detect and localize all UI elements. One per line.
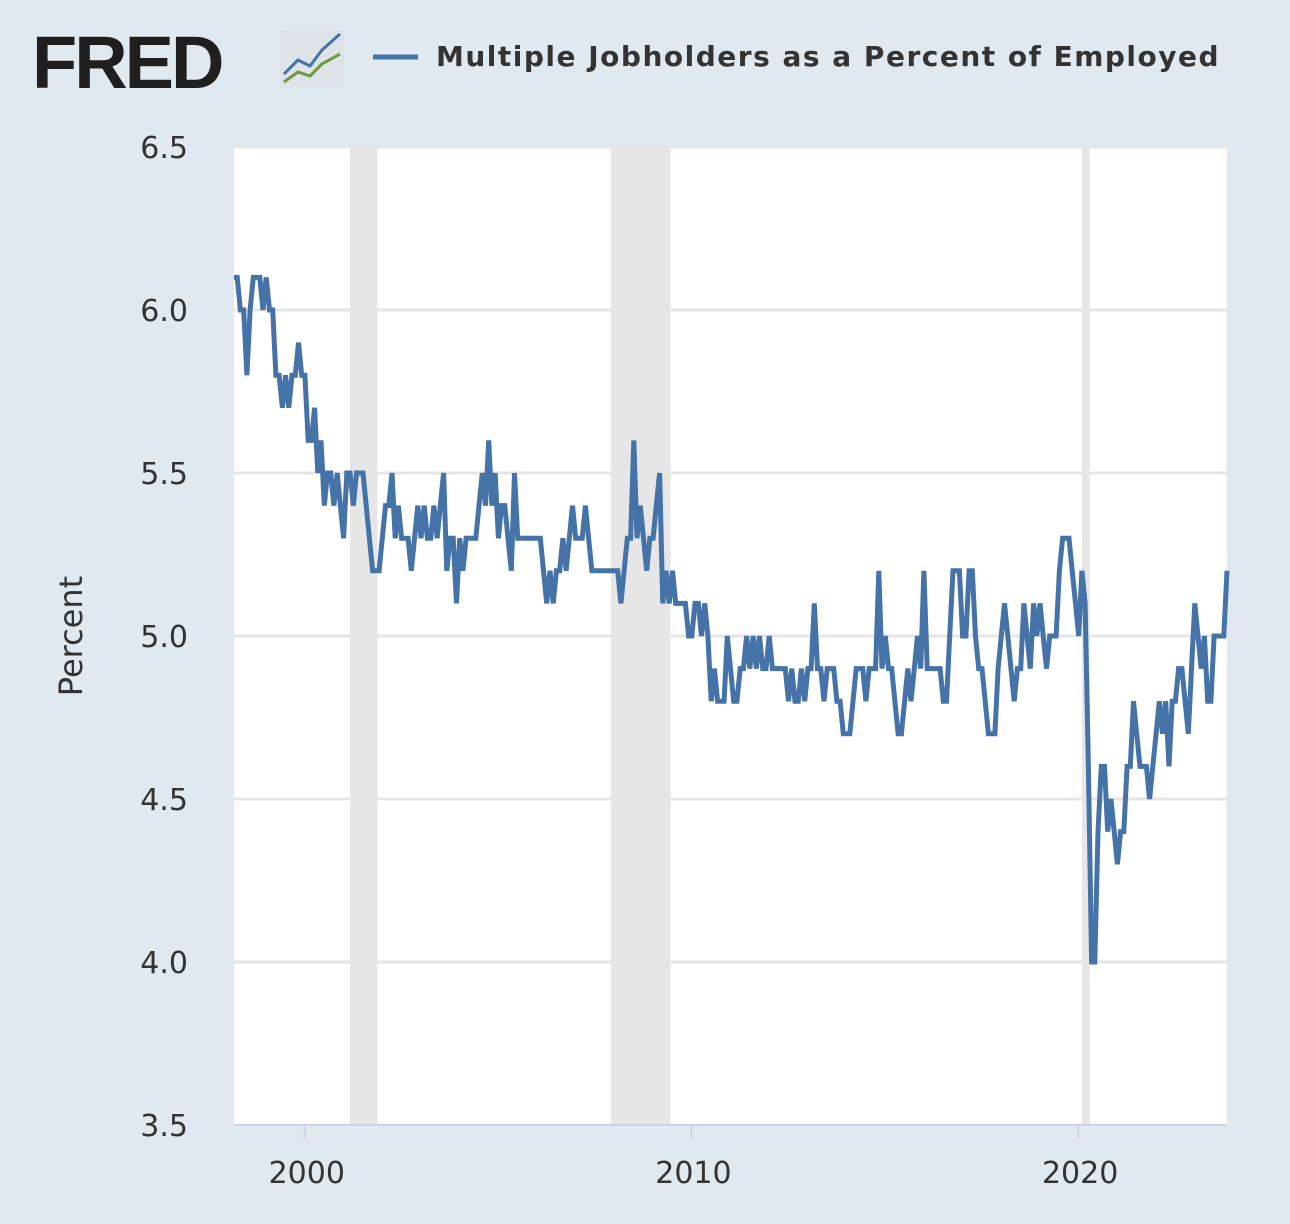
fred-logo-text: FRED: [32, 21, 222, 104]
x-tick-label: 2000: [269, 1156, 345, 1191]
y-axis-ticks: 3.5 4.0 4.5 5.0 5.5 6.0 6.5: [140, 131, 188, 1144]
fred-logo-chart-icon: [280, 30, 344, 88]
y-tick-label: 6.5: [140, 131, 188, 166]
gridlines: [234, 145, 1227, 964]
y-tick-label: 4.0: [140, 946, 188, 981]
legend: Multiple Jobholders as a Percent of Empl…: [373, 40, 1220, 73]
fred-logo[interactable]: FRED: [32, 21, 344, 104]
legend-label: Multiple Jobholders as a Percent of Empl…: [436, 40, 1220, 73]
y-tick-label: 4.5: [140, 783, 188, 818]
y-axis-label: Percent: [52, 576, 90, 696]
y-tick-label: 6.0: [140, 294, 188, 329]
x-axis-ticks: 2000 2010 2020: [269, 1125, 1118, 1191]
x-tick-label: 2010: [655, 1156, 731, 1191]
y-tick-label: 5.0: [140, 620, 188, 655]
series-line-multiple-jobholders: [234, 274, 1230, 965]
y-tick-label: 3.5: [140, 1109, 188, 1144]
y-tick-label: 5.5: [140, 457, 188, 492]
x-tick-label: 2020: [1042, 1156, 1118, 1191]
